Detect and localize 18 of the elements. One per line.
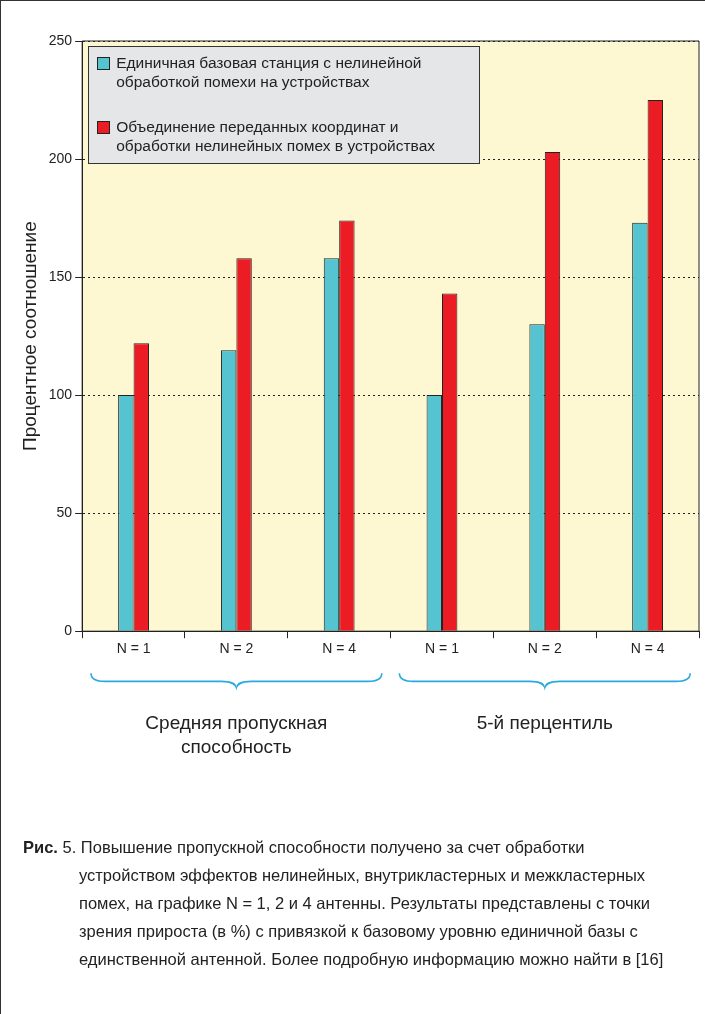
x-tick-label: N = 4 <box>630 640 665 657</box>
y-tick-label: 100 <box>48 385 73 402</box>
text: 5-й перцентиль <box>475 711 614 736</box>
y-tick-label: 200 <box>48 149 73 166</box>
x-tick-label: N = 4 <box>322 640 357 657</box>
legend-label: Объединение переданных координат и обработки нелинейных помех в устройствах <box>116 117 436 155</box>
y-axis-title: Процентное соотношение <box>18 221 40 452</box>
y-tick-label: 50 <box>56 504 73 521</box>
x-tick-label: N = 2 <box>219 640 254 657</box>
y-tick-label: 150 <box>48 267 73 284</box>
text: Средняя пропускная способность <box>144 711 329 760</box>
x-tick-label: N = 1 <box>425 640 460 657</box>
text: Рис. 5. Повышение пропускной способности получено за счет обработки устройством эффектов нелинейных, внутрикластерных и межкластерных помех, на графике N = 1, 2 и 4 антенны. Результаты представлены с точки зрения прироста (в %) с привязкой к базовому уровню единичной базы с единственной антенной. Более подробную информацию можно найти в [16] <box>23 838 664 968</box>
y-tick-label: 0 <box>64 622 73 639</box>
legend-label: Единичная базовая станция с нелинейной обработкой помехи на устройствах <box>116 53 423 91</box>
y-tick-label: 250 <box>48 31 73 48</box>
x-tick-label: N = 2 <box>527 640 562 657</box>
x-tick-label: N = 1 <box>116 640 151 657</box>
